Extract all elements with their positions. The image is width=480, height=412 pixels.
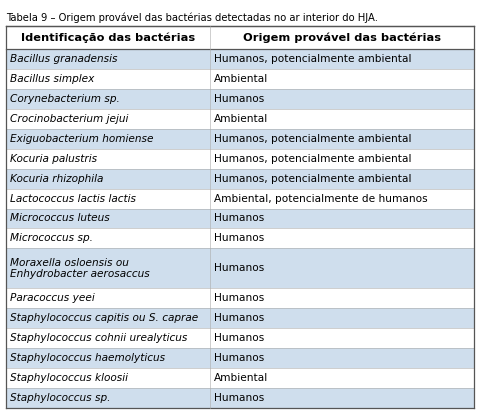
Text: Identificação das bactérias: Identificação das bactérias <box>21 32 195 43</box>
Bar <box>6 368 474 388</box>
Bar <box>6 89 474 109</box>
Text: Corynebacterium sp.: Corynebacterium sp. <box>10 94 120 104</box>
Text: Humanos: Humanos <box>214 234 264 243</box>
Bar <box>6 328 474 348</box>
Text: Humanos: Humanos <box>214 293 264 303</box>
Text: Humanos: Humanos <box>214 213 264 223</box>
Text: Exiguobacterium homiense: Exiguobacterium homiense <box>10 134 154 144</box>
Text: Staphylococcus capitis ou S. caprae: Staphylococcus capitis ou S. caprae <box>10 313 198 323</box>
Text: Staphylococcus sp.: Staphylococcus sp. <box>10 393 110 403</box>
Text: Humanos, potencialmente ambiental: Humanos, potencialmente ambiental <box>214 154 411 164</box>
Text: Humanos: Humanos <box>214 313 264 323</box>
Text: Humanos: Humanos <box>214 263 264 274</box>
Text: Ambiental: Ambiental <box>214 373 268 383</box>
Text: Ambiental: Ambiental <box>214 114 268 124</box>
Bar <box>6 229 474 248</box>
Bar <box>6 69 474 89</box>
Text: Micrococcus sp.: Micrococcus sp. <box>10 234 93 243</box>
Text: Humanos: Humanos <box>214 353 264 363</box>
Text: Bacillus simplex: Bacillus simplex <box>10 74 95 84</box>
Text: Humanos, potencialmente ambiental: Humanos, potencialmente ambiental <box>214 54 411 64</box>
Text: Ambiental: Ambiental <box>214 74 268 84</box>
Bar <box>6 308 474 328</box>
Text: Humanos, potencialmente ambiental: Humanos, potencialmente ambiental <box>214 134 411 144</box>
Bar <box>6 26 474 49</box>
Bar <box>6 109 474 129</box>
Text: Paracoccus yeei: Paracoccus yeei <box>10 293 95 303</box>
Text: Humanos: Humanos <box>214 393 264 403</box>
Bar <box>6 288 474 308</box>
Text: Humanos: Humanos <box>214 94 264 104</box>
Text: Ambiental, potencialmente de humanos: Ambiental, potencialmente de humanos <box>214 194 427 204</box>
Text: Origem provável das bactérias: Origem provável das bactérias <box>243 32 441 43</box>
Text: Crocinobacterium jejui: Crocinobacterium jejui <box>10 114 128 124</box>
Text: Staphylococcus haemolyticus: Staphylococcus haemolyticus <box>10 353 165 363</box>
Text: Bacillus granadensis: Bacillus granadensis <box>10 54 118 64</box>
Bar <box>6 129 474 149</box>
Bar <box>6 149 474 169</box>
Bar <box>6 348 474 368</box>
Bar <box>6 49 474 69</box>
Text: Staphylococcus cohnii urealyticus: Staphylococcus cohnii urealyticus <box>10 333 187 343</box>
Text: Kocuria palustris: Kocuria palustris <box>10 154 97 164</box>
Text: Humanos, potencialmente ambiental: Humanos, potencialmente ambiental <box>214 173 411 184</box>
Bar <box>6 189 474 208</box>
Bar <box>6 169 474 189</box>
Text: Staphylococcus kloosii: Staphylococcus kloosii <box>10 373 128 383</box>
Text: Kocuria rhizophila: Kocuria rhizophila <box>10 173 103 184</box>
Text: Lactococcus lactis lactis: Lactococcus lactis lactis <box>10 194 136 204</box>
Text: Moraxella osloensis ou
Enhydrobacter aerosaccus: Moraxella osloensis ou Enhydrobacter aer… <box>10 258 150 279</box>
Text: Micrococcus luteus: Micrococcus luteus <box>10 213 110 223</box>
Text: Humanos: Humanos <box>214 333 264 343</box>
Bar <box>6 248 474 288</box>
Bar <box>6 208 474 229</box>
Text: Tabela 9 – Origem provável das bactérias detectadas no ar interior do HJA.: Tabela 9 – Origem provável das bactérias… <box>6 12 378 23</box>
Bar <box>6 388 474 408</box>
